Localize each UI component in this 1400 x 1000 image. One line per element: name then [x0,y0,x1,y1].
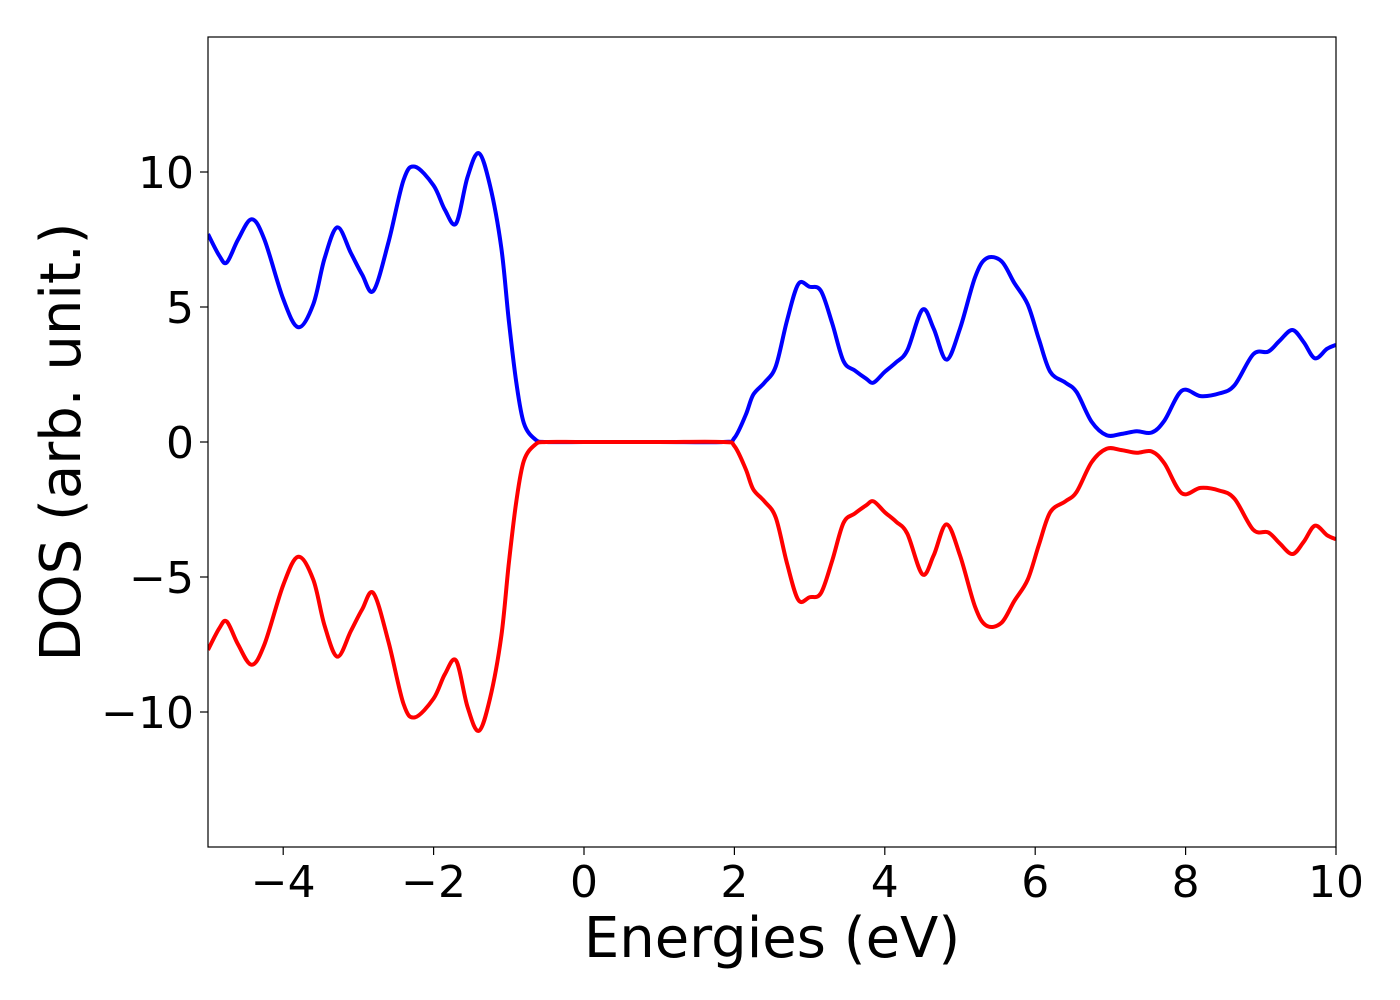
y-tick-label: 5 [166,283,194,334]
series-layer [208,151,1336,733]
x-tick-label: 0 [570,857,598,908]
series-line-spin-down [208,439,1336,733]
x-tick-label: −2 [401,857,466,908]
series-line-spin-up [208,151,1336,445]
x-tick-label: 10 [1308,857,1364,908]
x-axis-label: Energies (eV) [584,906,960,971]
y-tick-label: −10 [101,688,194,739]
x-axis-ticks: −4 −2 0 2 4 6 8 10 [251,847,1364,908]
y-tick-label: 0 [166,418,194,469]
y-tick-label: −5 [129,553,194,604]
x-tick-label: −4 [251,857,316,908]
y-tick-label: 10 [138,148,194,199]
x-tick-label: 8 [1172,857,1200,908]
x-tick-label: 6 [1021,857,1049,908]
x-tick-label: 2 [720,857,748,908]
y-axis-label: DOS (arb. unit.) [29,222,94,661]
plot-frame [207,36,1337,848]
x-tick-label: 4 [871,857,899,908]
y-axis-ticks: −10 −5 0 5 10 [101,148,208,739]
